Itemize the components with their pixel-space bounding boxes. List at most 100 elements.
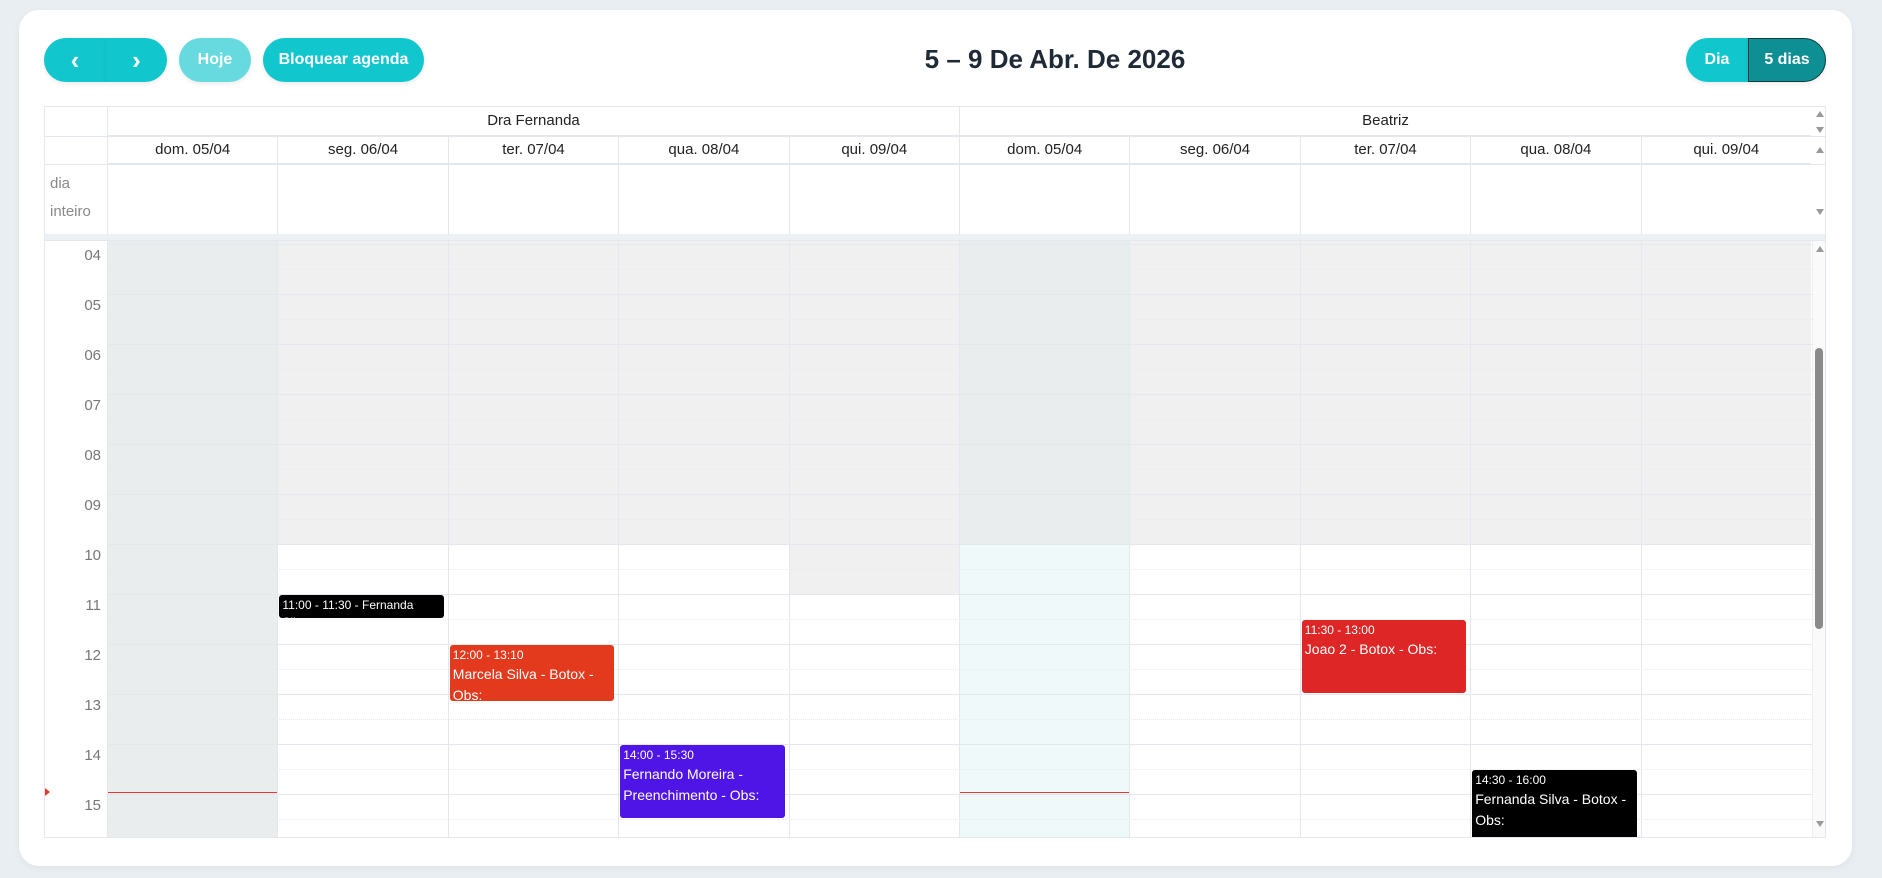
header-divider [45,164,1825,165]
now-indicator-arrow [45,788,50,797]
all-day-cell[interactable] [447,164,618,234]
day-column[interactable] [107,241,278,837]
all-day-cell[interactable] [1129,164,1299,234]
view-5days-button[interactable]: 5 dias [1748,38,1826,82]
day-column[interactable] [959,241,1130,837]
page-title: 5 – 9 De Abr. De 2026 [924,44,1186,74]
all-day-label: dia inteiro [50,175,91,220]
hour-label: 04 [84,247,101,264]
day-header[interactable]: seg. 06/04 [277,136,448,164]
hour-line [107,244,1812,245]
calendar-grid: dia inteiro 04 05 06 07 08 09 10 11 12 13 14 15 11:0… [44,106,1826,838]
hour-line [107,394,1812,395]
half-hour-line [107,569,1812,570]
event[interactable]: 14:00 - 15:30 Fernando Moreira - Preenchi… [620,745,785,818]
all-day-cell[interactable] [1299,164,1470,234]
hour-line [107,594,1812,595]
scroll-arrow-up-icon[interactable] [1816,147,1824,153]
all-day-cell[interactable] [788,164,959,234]
half-hour-line [107,369,1812,370]
closed-hours [278,241,448,544]
hour-label: 12 [84,647,101,664]
event-time: 14:30 - 16:00 [1475,773,1546,787]
day-header[interactable]: ter. 07/04 [447,136,619,164]
today-button[interactable]: Hoje [179,38,251,82]
day-header[interactable]: dom. 05/04 [959,136,1130,164]
half-hour-line [107,819,1812,820]
all-day-cell[interactable] [959,164,1129,234]
resource-header: Dra Fernanda [107,107,959,136]
event-title: Fernando Moreira - Preenchimento - Obs: [623,766,760,803]
day-header[interactable]: seg. 06/04 [1129,136,1300,164]
day-column[interactable] [1299,241,1471,837]
event-time: 12:00 - 13:10 [452,648,524,662]
scrollbar-thumb[interactable] [1815,348,1823,629]
day-column[interactable] [1470,241,1641,837]
hour-label: 11 [85,597,101,614]
hour-label: 08 [84,447,101,464]
hour-line [107,644,1812,645]
day-column[interactable] [618,241,789,837]
closed-hours [960,241,1130,544]
hour-label: 15 [84,797,101,814]
day-column[interactable] [1640,241,1811,837]
half-hour-line [107,669,1812,670]
day-column[interactable] [788,241,959,837]
hour-line [107,544,1812,545]
next-button[interactable]: › [106,38,167,82]
prev-button[interactable]: ‹ [44,38,106,82]
closed-hours [108,241,278,837]
all-day-cell[interactable] [618,164,788,234]
half-hour-line [107,419,1812,420]
half-hour-line [107,719,1812,720]
day-header[interactable]: dom. 05/04 [107,136,278,164]
all-day-cell[interactable] [1470,164,1640,234]
now-indicator-line [108,792,278,794]
scroll-arrow-up-icon[interactable] [1816,246,1824,252]
closed-hours [1471,241,1641,544]
header-divider [45,136,1825,137]
event-time: 11:30 - 13:00 [1304,623,1375,637]
event[interactable]: 11:00 - 11:30 - Fernanda Silva - [279,595,444,618]
day-header[interactable]: qui. 09/04 [1640,136,1811,164]
hour-label: 13 [84,697,101,714]
block-schedule-button[interactable]: Bloquear agenda [263,38,424,82]
all-day-cell[interactable] [107,164,277,234]
all-day-cell[interactable] [1640,164,1811,234]
hour-label: 09 [84,497,101,514]
hour-label: 10 [84,547,101,564]
hour-label: 07 [84,397,101,414]
event[interactable]: 14:30 - 16:00 Fernanda Silva - Botox - Ob… [1472,770,1637,837]
half-hour-line [107,519,1812,520]
scroll-arrow-down-icon[interactable] [1816,821,1824,827]
day-header[interactable]: qua. 08/04 [618,136,789,164]
day-column[interactable] [447,241,619,837]
closed-hours [619,241,789,544]
today-highlight [960,544,1130,837]
view-day-button[interactable]: Dia [1686,38,1748,82]
day-header[interactable]: ter. 07/04 [1299,136,1471,164]
time-grid[interactable]: 04 05 06 07 08 09 10 11 12 13 14 15 11:00 - 11:30 - … [45,240,1825,837]
half-hour-line [107,619,1812,620]
hour-line [107,344,1812,345]
closed-hours [448,241,619,544]
event[interactable]: 12:00 - 13:10 Marcela Silva - Botox - Obs… [449,645,615,702]
half-hour-line [107,769,1812,770]
scroll-arrow-up-icon[interactable] [1816,111,1824,117]
half-hour-line [107,269,1812,270]
event-time: 14:00 - 15:30 [623,748,694,762]
day-header[interactable]: qui. 09/04 [788,136,959,164]
hour-line [107,494,1812,495]
scroll-arrow-down-icon[interactable] [1816,209,1824,215]
event-title: Marcela Silva - Botox - Obs: [452,666,594,702]
day-header[interactable]: qua. 08/04 [1470,136,1641,164]
scroll-arrow-down-icon[interactable] [1816,127,1824,133]
all-day-cell[interactable] [277,164,447,234]
event[interactable]: 11:30 - 13:00 Joao 2 - Botox - Obs: [1301,620,1467,693]
hour-line [107,794,1812,795]
closed-hours [789,241,959,594]
day-column[interactable] [1129,241,1300,837]
event-title: Joao 2 - Botox - Obs: [1304,641,1438,658]
all-day-divider [45,234,1825,240]
day-column[interactable] [277,241,448,837]
